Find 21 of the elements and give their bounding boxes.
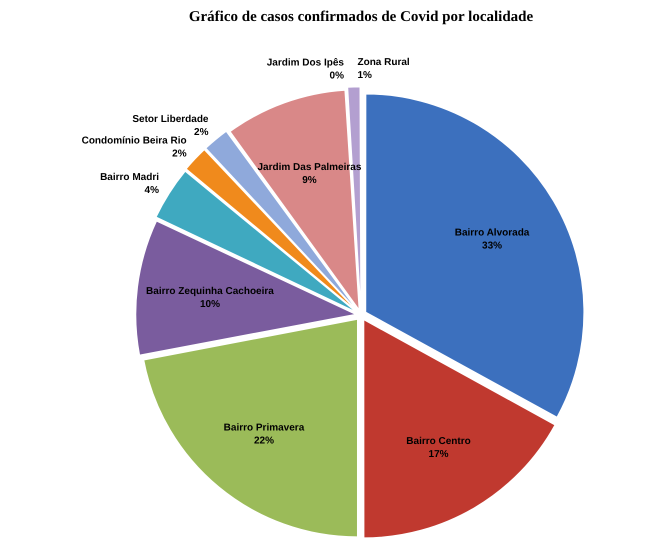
text: 0%	[330, 70, 344, 82]
chart-title: Gráfico de casos confirmados de Covid por localidade	[188, 8, 534, 25]
category-label: Jardim Dos Ipês	[266, 58, 344, 69]
data-label: 10%	[200, 298, 220, 310]
slice-label: Bairro Madri	[100, 172, 160, 184]
data-label: 9%	[302, 174, 317, 186]
slice-label: Condomínio Beira Rio	[82, 135, 187, 146]
data-label: 33%	[482, 240, 502, 252]
data-label: 1%	[357, 70, 372, 82]
slice-label: Bairro Primavera	[224, 422, 305, 434]
data-label: 17%	[428, 449, 449, 460]
slice-label: Bairro Centro	[406, 436, 471, 448]
data-label: 4%	[144, 185, 160, 196]
slice-label: Jardim Das Palmeiras	[257, 162, 362, 173]
slice-label: Setor Liberdade	[132, 114, 209, 125]
slice-label: Bairro Alvorada	[454, 228, 530, 238]
data-label: 2%	[194, 126, 209, 138]
data-label: 2%	[172, 148, 187, 160]
data-label: 22%	[254, 435, 274, 446]
slice-label: Bairro Zequinha Cachoeira	[146, 286, 274, 297]
slice-label: Zona Rural	[357, 57, 410, 68]
